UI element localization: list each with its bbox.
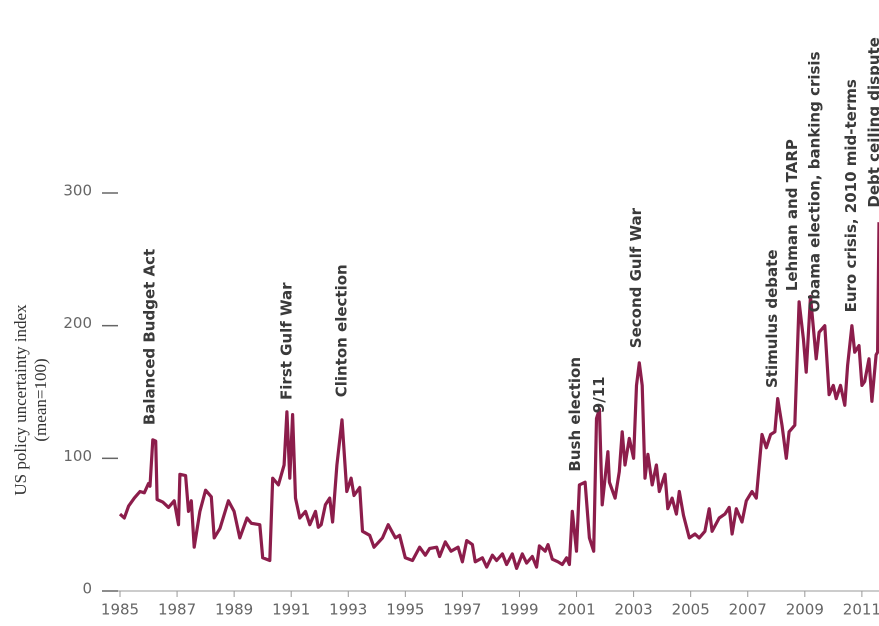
y-axis-label: US policy uncertainty index (11, 304, 30, 496)
x-tick-label: 2001 (557, 601, 595, 619)
x-tick-label: 1991 (272, 601, 310, 619)
x-tick-label: 2007 (729, 601, 767, 619)
annotation: First Gulf War (277, 282, 295, 400)
x-tick-label: 2005 (672, 601, 710, 619)
annotation: 9/11 (590, 376, 608, 413)
x-tick-label: 2011 (843, 601, 879, 619)
annotation: Second Gulf War (627, 207, 645, 348)
x-tick-label: 1993 (329, 601, 367, 619)
annotation: Stimulus debate (763, 250, 781, 389)
annotation: Euro crisis, 2010 mid-terms (842, 79, 860, 312)
y-axis-label: (mean=100) (31, 358, 50, 441)
annotation: Obama election, banking crisis (805, 51, 823, 312)
annotation: Bush election (566, 357, 584, 472)
x-tick-label: 2003 (615, 601, 653, 619)
annotation: Clinton election (332, 264, 350, 397)
y-tick-label: 200 (63, 314, 92, 332)
y-tick-label: 0 (82, 580, 92, 598)
x-tick-label: 1999 (500, 601, 538, 619)
y-tick-label: 100 (63, 447, 92, 465)
annotation: Debt ceiling dispute (865, 37, 879, 207)
x-tick-label: 1987 (158, 601, 196, 619)
x-tick-label: 1985 (101, 601, 139, 619)
x-tick-label: 2009 (786, 601, 824, 619)
annotation: Lehman and TARP (783, 139, 801, 291)
annotation: Balanced Budget Act (140, 249, 158, 425)
x-tick-label: 1989 (215, 601, 253, 619)
x-tick-label: 1995 (386, 601, 424, 619)
x-tick-label: 1997 (443, 601, 481, 619)
y-tick-label: 300 (63, 182, 92, 200)
data-line (118, 222, 879, 570)
